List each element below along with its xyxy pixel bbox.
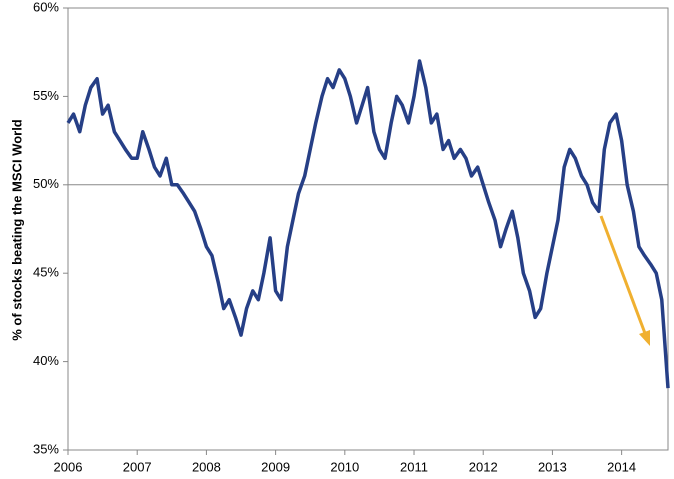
y-axis-label: % of stocks beating the MSCI World [9,119,24,341]
y-tick-label: 35% [33,441,59,456]
x-tick-label: 2008 [192,459,221,474]
trend-arrow [599,215,648,337]
x-tick-label: 2013 [538,459,567,474]
x-tick-label: 2009 [261,459,290,474]
y-tick-label: 60% [33,0,59,14]
x-tick-label: 2006 [54,459,83,474]
trend-arrow-head [639,330,650,346]
y-tick-label: 45% [33,265,59,280]
plot-frame [67,7,669,451]
data-line [66,59,670,389]
x-tick-label: 2007 [123,459,152,474]
plot-area [66,59,670,389]
y-tick-label: 50% [33,176,59,191]
x-tick-label: 2012 [469,459,498,474]
y-tick-label: 40% [33,353,59,368]
x-tick-label: 2010 [330,459,359,474]
x-tick-label: 2014 [607,459,636,474]
y-tick-label: 55% [33,88,59,103]
x-tick-label: 2011 [400,459,428,474]
